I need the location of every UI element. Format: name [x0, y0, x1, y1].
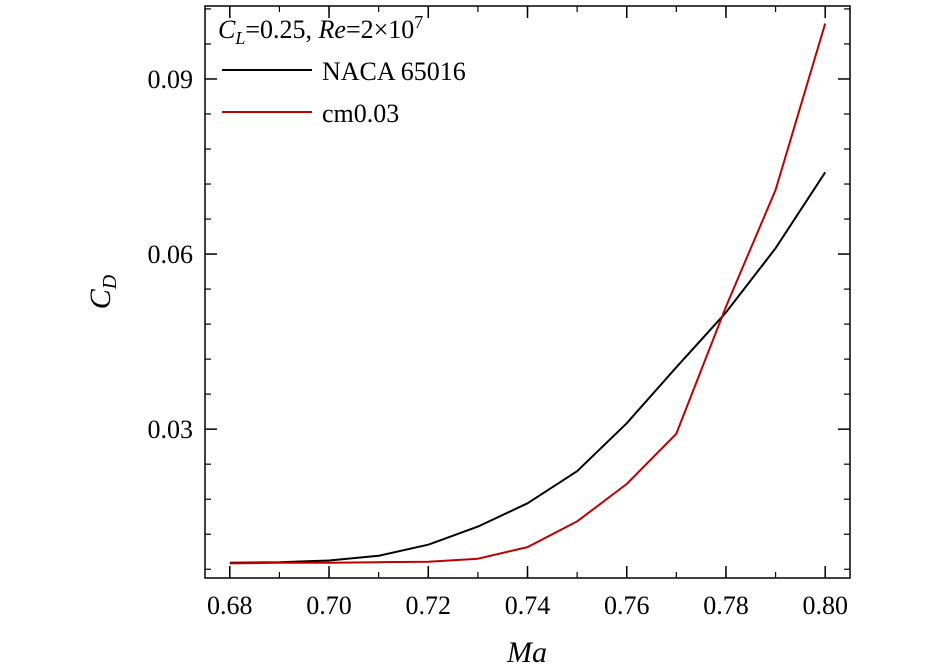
cl-value: =0.25,: [245, 15, 318, 44]
x-tick-label: 0.78: [703, 591, 749, 620]
series-layer: [229, 23, 827, 565]
y-tick-label: 0.09: [148, 65, 194, 94]
series-line-1: [229, 23, 827, 565]
x-tick-label: 0.70: [306, 591, 352, 620]
re-symbol: Re: [318, 15, 346, 44]
re-exponent: 7: [414, 12, 423, 32]
y-axis-title-main: C: [84, 288, 117, 309]
legend-label-naca: NACA 65016: [322, 57, 466, 86]
y-axis-title-sub: D: [99, 274, 121, 290]
legend: NACA 65016 cm0.03: [222, 57, 466, 128]
cl-subscript: L: [234, 28, 245, 48]
re-value: =2×10: [346, 15, 414, 44]
cl-symbol: C: [218, 15, 236, 44]
y-tick-label: 0.06: [148, 240, 194, 269]
x-axis: 0.68 0.70 0.72 0.74 0.76 0.78 0.80: [207, 6, 848, 620]
y-axis-title: CD: [84, 274, 121, 309]
x-axis-title: Ma: [506, 636, 547, 669]
series-line-0: [229, 171, 827, 564]
x-tick-label: 0.72: [406, 591, 452, 620]
y-tick-label: 0.03: [148, 415, 194, 444]
condition-annotation: CL=0.25, Re=2×107: [218, 12, 423, 48]
legend-label-cm: cm0.03: [322, 99, 399, 128]
x-tick-label: 0.68: [207, 591, 253, 620]
y-axis: 0.03 0.06 0.09: [148, 8, 850, 570]
x-tick-label: 0.80: [802, 591, 848, 620]
x-tick-label: 0.74: [505, 591, 551, 620]
plot-frame: [204, 5, 851, 579]
x-tick-label: 0.76: [604, 591, 650, 620]
